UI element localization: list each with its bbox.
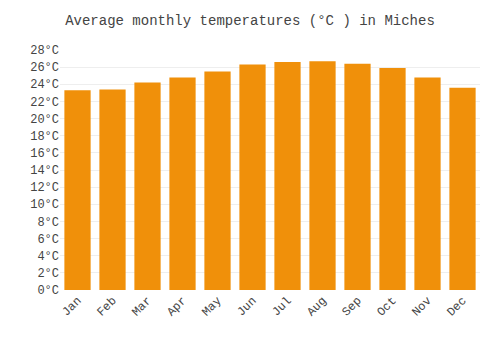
svg-text:Dec: Dec	[444, 294, 469, 319]
svg-text:Jun: Jun	[234, 294, 259, 319]
svg-text:18°C: 18°C	[30, 130, 59, 144]
svg-text:Oct: Oct	[374, 294, 399, 319]
svg-text:4°C: 4°C	[37, 250, 59, 264]
svg-text:2°C: 2°C	[37, 267, 59, 281]
svg-text:Jan: Jan	[59, 294, 84, 319]
svg-text:Nov: Nov	[409, 294, 434, 319]
svg-text:Mar: Mar	[129, 294, 154, 319]
svg-text:Jul: Jul	[269, 294, 294, 319]
svg-text:Sep: Sep	[339, 294, 364, 319]
svg-text:16°C: 16°C	[30, 147, 59, 161]
svg-text:8°C: 8°C	[37, 216, 59, 230]
svg-text:26°C: 26°C	[30, 61, 59, 75]
svg-text:May: May	[199, 294, 224, 319]
svg-text:22°C: 22°C	[30, 96, 59, 110]
svg-text:28°C: 28°C	[30, 44, 59, 58]
svg-text:12°C: 12°C	[30, 181, 59, 195]
svg-text:Apr: Apr	[164, 294, 189, 319]
svg-text:Feb: Feb	[94, 294, 119, 319]
svg-text:10°C: 10°C	[30, 198, 59, 212]
svg-text:0°C: 0°C	[37, 284, 59, 298]
svg-text:Aug: Aug	[304, 294, 329, 319]
svg-text:Average monthly temperatures (: Average monthly temperatures (°C ) in Mi…	[65, 13, 435, 29]
svg-text:14°C: 14°C	[30, 164, 59, 178]
svg-text:20°C: 20°C	[30, 113, 59, 127]
svg-text:6°C: 6°C	[37, 233, 59, 247]
svg-text:24°C: 24°C	[30, 78, 59, 92]
